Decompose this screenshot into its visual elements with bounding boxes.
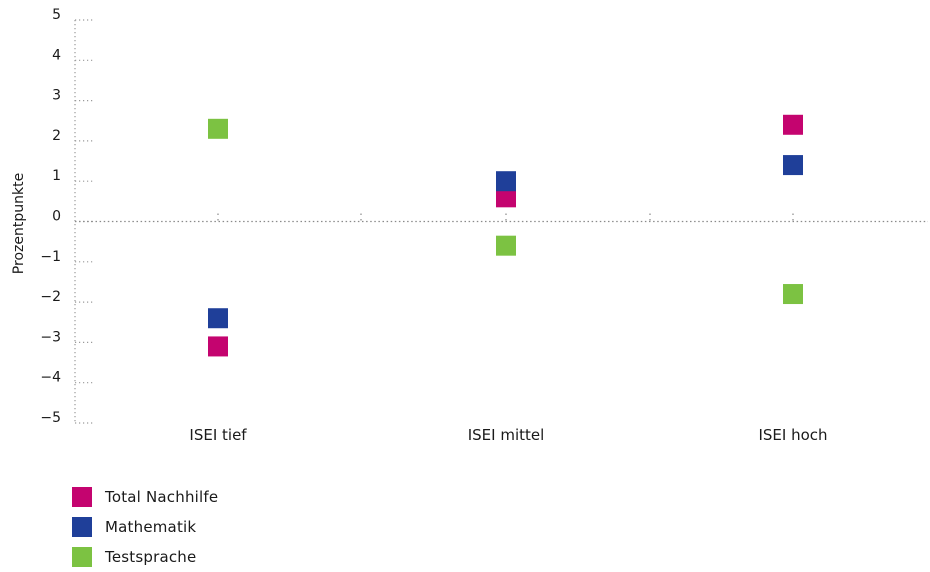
legend-item-testsprache: Testsprache (72, 542, 218, 572)
x-category-label: ISEI tief (189, 426, 247, 444)
y-tick-label: −1 (40, 249, 61, 265)
y-tick-label: −3 (40, 329, 61, 345)
legend-label-testsprache: Testsprache (105, 548, 197, 566)
x-category-label: ISEI hoch (758, 426, 827, 444)
y-tick-label: 3 (52, 88, 61, 104)
y-tick-label: 0 (52, 209, 61, 225)
legend-label-mathematik: Mathematik (105, 518, 197, 536)
scatter-chart: 5 4 3 2 1 0 −1 −2 −3 −4 −5 Prozentpunkte ISEI tief IS… (11, 7, 928, 444)
data-point-total-nachhilfe (208, 336, 228, 357)
y-tick-label: 5 (52, 7, 61, 23)
data-point-testsprache (496, 235, 516, 256)
y-tick-label: 4 (52, 47, 61, 63)
y-tick-label: −5 (40, 410, 61, 426)
y-tick-label: 2 (52, 128, 61, 144)
legend-item-mathematik: Mathematik (72, 512, 218, 542)
data-point-total-nachhilfe (496, 187, 516, 208)
data-point-mathematik (208, 308, 228, 329)
data-point-total-nachhilfe (783, 114, 803, 135)
legend-item-total-nachhilfe: Total Nachhilfe (72, 482, 218, 512)
data-point-mathematik (496, 171, 516, 192)
y-tick-label: −4 (40, 370, 61, 386)
legend-label-total-nachhilfe: Total Nachhilfe (105, 488, 219, 506)
y-axis-label: Prozentpunkte (11, 173, 27, 274)
data-point-mathematik (783, 155, 803, 176)
y-tick-label: −2 (40, 289, 61, 305)
legend: Total Nachhilfe Mathematik Testsprache (72, 482, 218, 572)
x-category-label: ISEI mittel (468, 426, 545, 444)
legend-swatch-mathematik (72, 517, 92, 537)
data-point-testsprache (208, 118, 228, 139)
legend-swatch-total-nachhilfe (72, 487, 92, 507)
data-point-testsprache (783, 284, 803, 305)
legend-swatch-testsprache (72, 547, 92, 567)
y-tick-label: 1 (52, 168, 61, 184)
